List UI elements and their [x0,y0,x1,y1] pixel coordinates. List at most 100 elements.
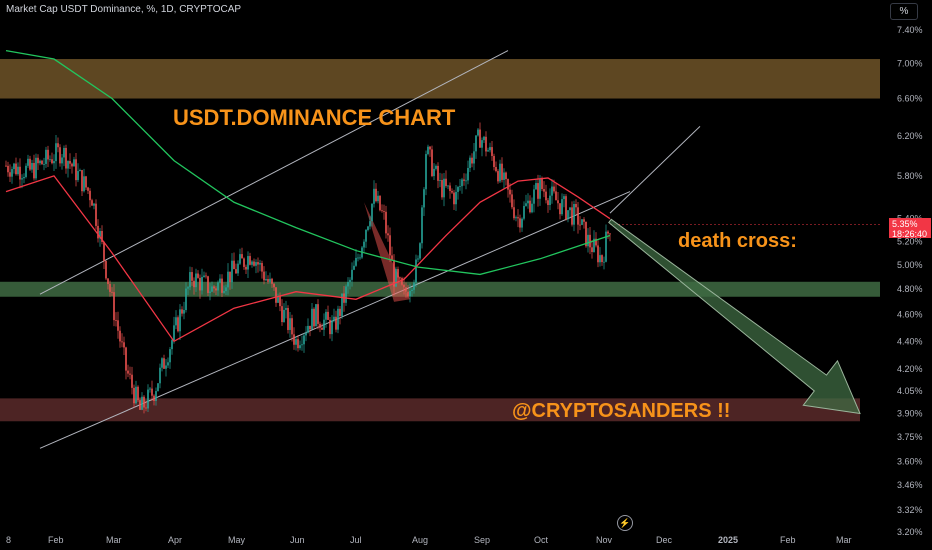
candle-body [467,167,469,181]
candle-body [25,165,27,177]
candle-body [293,334,295,345]
candle-body [413,282,415,290]
candle-body [325,311,327,320]
candle-body [417,258,419,260]
candle-body [199,277,201,291]
candle-body [335,316,337,330]
candle-body [89,190,91,201]
candle-body [401,278,403,285]
candle-body [489,147,491,151]
candle-body [185,288,187,311]
percent-scale-button[interactable]: % [890,3,918,20]
candle-body [427,146,429,155]
candle-body [275,287,277,303]
candle-body [51,159,53,164]
candle-body [333,316,335,321]
candle-body [93,203,95,206]
candle-body [503,172,505,180]
candle-body [555,191,557,201]
candle-body [95,203,97,226]
candle-body [295,339,297,345]
candle-body [119,330,121,342]
candle-body [173,325,175,341]
candle-body [133,387,135,404]
candle-body [179,309,181,332]
candle-body [83,176,85,192]
candle-body [125,347,127,371]
candle-body [267,279,269,282]
candle-body [53,161,55,164]
candle-body [287,307,289,330]
candle-body [425,154,427,190]
candle-body [67,161,69,169]
candle-body [205,275,207,277]
candle-body [599,255,601,263]
candle-body [321,327,323,330]
candle-body [21,178,23,180]
candle-body [131,374,133,388]
candle-body [577,207,579,225]
y-tick-label: 5.00% [897,260,923,270]
candle-body [493,155,495,167]
candle-body [345,286,347,303]
candle-body [91,200,93,206]
candle-body [147,389,149,409]
candle-body [581,219,583,225]
candle-body [37,157,39,164]
candle-body [115,320,117,321]
candle-body [453,192,455,205]
candle-body [219,278,221,283]
candle-body [309,325,311,330]
candle-body [221,278,223,293]
candle-body [201,276,203,291]
candle-body [459,186,461,188]
downtrend-arrow [608,218,861,415]
y-tick-label: 4.40% [897,336,923,346]
candle-body [405,287,407,292]
candle-body [279,296,281,307]
candle-body [383,210,385,212]
candle-body [525,203,527,206]
y-tick-label: 4.60% [897,310,923,320]
candle-body [29,158,31,170]
candle-body [11,169,13,177]
candle-body [551,186,553,196]
candle-body [475,135,477,152]
candle-body [45,149,47,164]
y-tick-label: 5.80% [897,171,923,181]
candle-body [223,291,225,293]
candle-body [285,307,287,310]
candle-body [491,147,493,156]
candle-body [381,210,383,212]
candle-body [313,308,315,327]
x-tick-label: Feb [780,535,796,545]
candle-body [117,320,119,331]
candle-body [349,279,351,283]
candle-body [249,256,251,265]
candle-body [301,344,303,346]
candle-body [253,261,255,266]
candle-body [9,172,11,177]
candle-body [497,171,499,182]
candle-body [31,162,33,170]
candle-body [269,278,271,282]
candle-body [243,258,245,267]
y-tick-label: 3.60% [897,456,923,466]
y-tick-label: 7.00% [897,58,923,68]
candle-body [61,157,63,164]
candle-body [291,318,293,335]
candle-body [365,229,367,242]
candle-body [377,195,379,202]
candle-body [57,143,59,148]
candle-body [341,293,343,317]
candle-body [337,308,339,330]
candle-body [463,179,465,181]
candle-body [465,180,467,182]
candle-body [159,367,161,384]
x-tick-label: Oct [534,535,549,545]
candle-body [547,200,549,206]
candle-body [409,290,411,297]
candle-body [397,269,399,278]
candle-body [323,319,325,330]
